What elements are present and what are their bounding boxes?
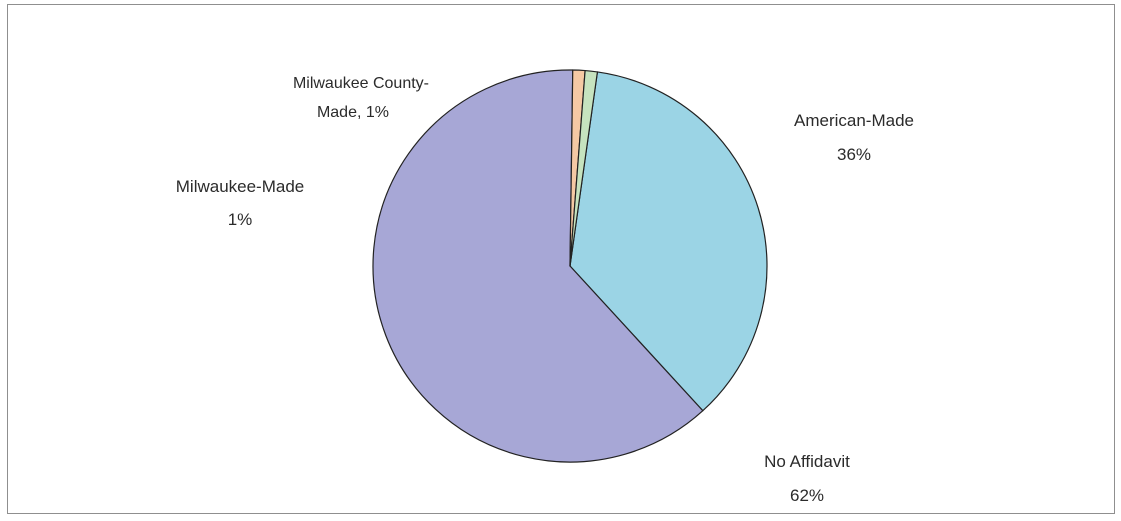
label-american-made: American-Made xyxy=(794,111,914,130)
pie-slice-milwaukee-county-made xyxy=(569,69,599,267)
label-milwaukee-made-value: 1% xyxy=(228,210,253,229)
pie-slices xyxy=(372,69,768,463)
pie-slice-no-affidavit xyxy=(372,69,704,463)
label-milwaukee-county-made: Milwaukee County- xyxy=(293,75,429,92)
pie-slice-american-made xyxy=(569,71,768,412)
label-no-affidavit: No Affidavit xyxy=(764,452,850,471)
label-american-made-value: 36% xyxy=(837,145,871,164)
label-milwaukee-made: Milwaukee-Made xyxy=(176,177,305,196)
label-milwaukee-county-made-value: Made, 1% xyxy=(317,104,389,121)
label-no-affidavit-value: 62% xyxy=(790,486,824,505)
